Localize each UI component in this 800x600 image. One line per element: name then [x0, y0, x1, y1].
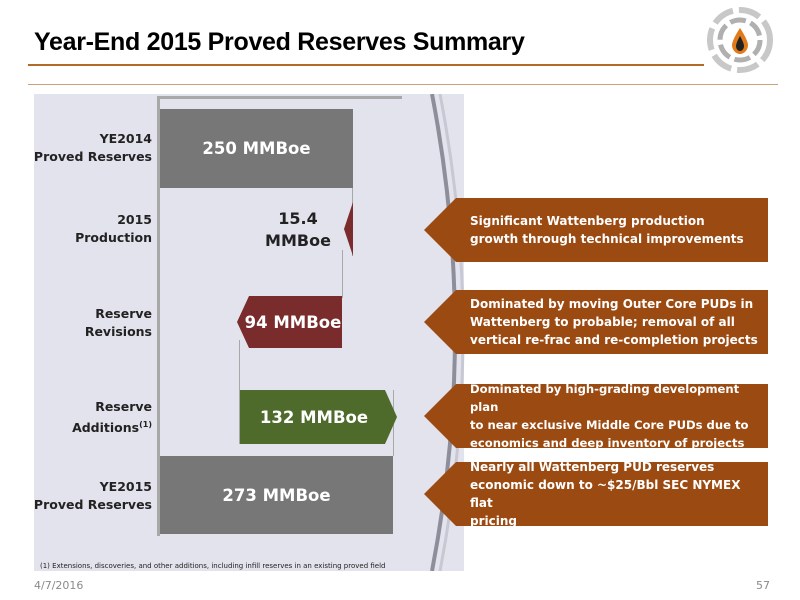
page-number: 57: [756, 579, 770, 592]
category-label: YE2015 Proved Reserves: [33, 479, 152, 512]
bar-value-label: 94 MMBoe: [244, 312, 342, 332]
bar-value-label: 132 MMBoe: [259, 407, 369, 427]
title-underline: [28, 64, 704, 66]
chart-frame-left: [157, 96, 160, 536]
category-label: Reserve Revisions: [84, 306, 152, 339]
callout-revisions: Dominated by moving Outer Core PUDs in Wa…: [424, 290, 768, 354]
bar-value-label: 250 MMBoe: [202, 139, 311, 158]
bar-additions: [240, 390, 397, 444]
footer-date: 4/7/2016: [34, 579, 84, 592]
category-label: 2015 Production: [75, 212, 152, 245]
category-label: YE2014 Proved Reserves: [33, 131, 152, 164]
title-divider: [28, 84, 778, 85]
category-label: Reserve Additions(1): [72, 399, 152, 436]
bar-ye2014: 250 MMBoe: [160, 109, 353, 188]
page-title: Year-End 2015 Proved Reserves Summary: [34, 28, 525, 56]
bar-revisions: [237, 296, 342, 348]
connector-line: [342, 250, 343, 298]
company-logo-icon: [707, 7, 773, 73]
callout-production: Significant Wattenberg production growth …: [424, 198, 768, 262]
bar-ye2015: 273 MMBoe: [160, 456, 393, 534]
callout-additions: Dominated by high-grading development pl…: [424, 382, 768, 450]
bar-production: [344, 202, 353, 256]
callout-ye2015: Nearly all Wattenberg PUD reserves econom…: [424, 460, 768, 528]
connector-line: [239, 340, 240, 444]
chart-frame-top: [157, 96, 402, 99]
footnote: (1) Extensions, discoveries, and other a…: [40, 562, 386, 570]
bar-value-label: 273 MMBoe: [222, 485, 331, 505]
bar-value-label: 15.4 MMBoe: [265, 209, 331, 250]
